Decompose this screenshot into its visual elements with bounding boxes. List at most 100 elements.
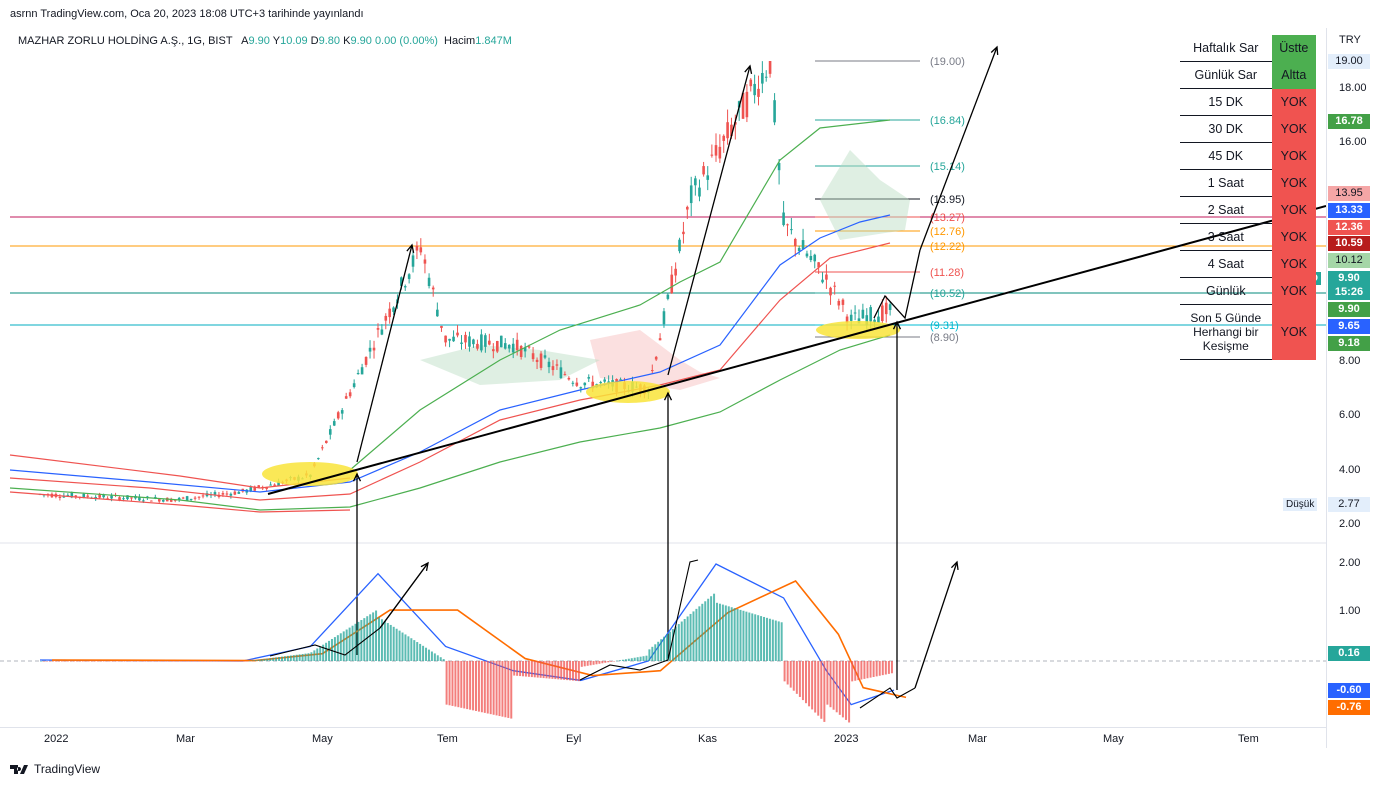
candle-body	[797, 248, 801, 252]
tradingview-logo[interactable]: TradingView	[10, 762, 100, 776]
macd-histogram-bar	[407, 636, 410, 661]
macd-histogram-bar	[557, 661, 560, 680]
macd-histogram-bar	[760, 616, 763, 661]
macd-histogram-bar	[433, 653, 436, 661]
price-axis[interactable]: TRY 18.00 16.00 8.00 6.00 4.00 2.00 2.00…	[1326, 28, 1386, 748]
macd-histogram-bar	[42, 661, 45, 662]
macd-histogram-bar	[117, 661, 120, 662]
candle-body	[197, 496, 201, 498]
candle-body	[193, 497, 197, 499]
x-tick: Mar	[176, 733, 195, 745]
macd-histogram-bar	[63, 661, 66, 662]
macd-histogram-bar	[474, 661, 477, 711]
candle-body	[837, 300, 841, 306]
macd-histogram-bar	[569, 661, 572, 681]
signal-status: YOK	[1271, 223, 1316, 251]
macd-histogram-bar	[841, 661, 844, 718]
macd-histogram-bar	[548, 661, 551, 679]
macd-histogram-bar	[621, 659, 624, 661]
macd-histogram-bar	[348, 627, 351, 661]
macd-drawing	[859, 687, 916, 709]
candle-body	[273, 484, 276, 486]
macd-histogram-bar	[236, 661, 239, 662]
macd-histogram-bar	[845, 661, 848, 720]
macd-drawing-arrow-head	[420, 561, 429, 571]
price-chart[interactable]: (19.00) (16.84) (15.14) (13.95) (13.27) (12.7…	[0, 0, 1326, 748]
cloud-bullish	[820, 150, 910, 240]
signal-label: Son 5 Günde Herhangi bir Kesişme	[1180, 304, 1272, 360]
macd-histogram-bar	[463, 661, 466, 709]
macd-histogram-bar	[754, 614, 757, 661]
macd-histogram-bar	[260, 659, 263, 661]
macd-histogram-bar	[180, 661, 183, 662]
macd-histogram-bar	[832, 661, 835, 710]
time-axis[interactable]: 2022 Mar May Tem Eyl Kas 2023 Mar May Te…	[0, 727, 1326, 748]
macd-histogram-bar	[539, 661, 542, 678]
x-tick: Tem	[437, 733, 458, 745]
candle-body	[157, 499, 161, 502]
candle-body	[221, 493, 225, 495]
signal-status: Altta	[1271, 61, 1316, 89]
fib-level-label: (15.14)	[930, 161, 965, 173]
macd-histogram-bar	[442, 659, 445, 661]
candle-body	[328, 429, 332, 435]
macd-histogram-bar	[307, 653, 310, 661]
macd-histogram-bar	[651, 646, 654, 661]
macd-histogram-bar	[218, 661, 221, 662]
candle-body	[587, 377, 591, 379]
candle-body	[384, 315, 388, 321]
candle-body	[253, 486, 257, 491]
candle-body	[407, 274, 411, 279]
drawing-arrow-head	[406, 243, 415, 253]
macd-histogram-bar	[666, 634, 669, 661]
macd-histogram-bar	[84, 661, 87, 662]
candle-body	[257, 485, 261, 488]
macd-histogram-bar	[460, 661, 463, 708]
candle-body	[817, 262, 820, 268]
candle-body	[98, 494, 101, 498]
macd-histogram-bar	[439, 657, 442, 661]
macd-histogram-bar	[545, 661, 548, 679]
candle-body	[130, 497, 133, 499]
macd-histogram-bar	[707, 598, 710, 661]
candle-body	[332, 421, 336, 426]
macd-histogram-bar	[483, 661, 486, 713]
macd-histogram-bar	[457, 661, 460, 708]
macd-histogram-bar	[90, 661, 93, 662]
macd-histogram-bar	[516, 661, 519, 676]
candle-body	[503, 343, 507, 349]
price-badge: 9.90	[1328, 302, 1370, 317]
macd-histogram-bar	[713, 593, 716, 661]
macd-histogram-bar	[817, 661, 820, 716]
price-badge: 10.12	[1328, 253, 1370, 268]
candle-body	[118, 497, 121, 501]
candle-body	[567, 377, 571, 380]
macd-histogram-bar	[792, 661, 795, 691]
macd-histogram-bar	[51, 661, 54, 662]
macd-histogram-bar	[378, 617, 380, 661]
drawing-arrow	[919, 46, 998, 251]
macd-histogram-bar	[283, 656, 286, 661]
candle-body	[865, 315, 869, 326]
macd-histogram-bar	[489, 661, 492, 715]
candle-body	[753, 83, 756, 96]
candle-body	[702, 166, 705, 175]
macd-histogram-bar	[281, 656, 284, 661]
candle-body	[841, 299, 845, 305]
macd-histogram-bar	[881, 661, 884, 676]
macd-histogram-bar	[242, 661, 245, 662]
macd-histogram-bar	[427, 649, 430, 661]
candle-body	[539, 353, 543, 368]
ma-line-red	[9, 242, 891, 501]
macd-histogram-bar	[430, 651, 433, 661]
macd-histogram-bar	[48, 661, 51, 662]
candle-body	[213, 492, 217, 495]
axis-tick: 8.00	[1339, 355, 1361, 367]
x-tick: 2023	[834, 733, 859, 745]
macd-histogram-bar	[144, 661, 147, 662]
macd-histogram-bar	[248, 660, 251, 662]
candle-body	[686, 206, 689, 210]
macd-histogram-bar	[624, 659, 627, 661]
axis-tick: 4.00	[1339, 464, 1361, 476]
macd-histogram-bar	[751, 613, 754, 661]
